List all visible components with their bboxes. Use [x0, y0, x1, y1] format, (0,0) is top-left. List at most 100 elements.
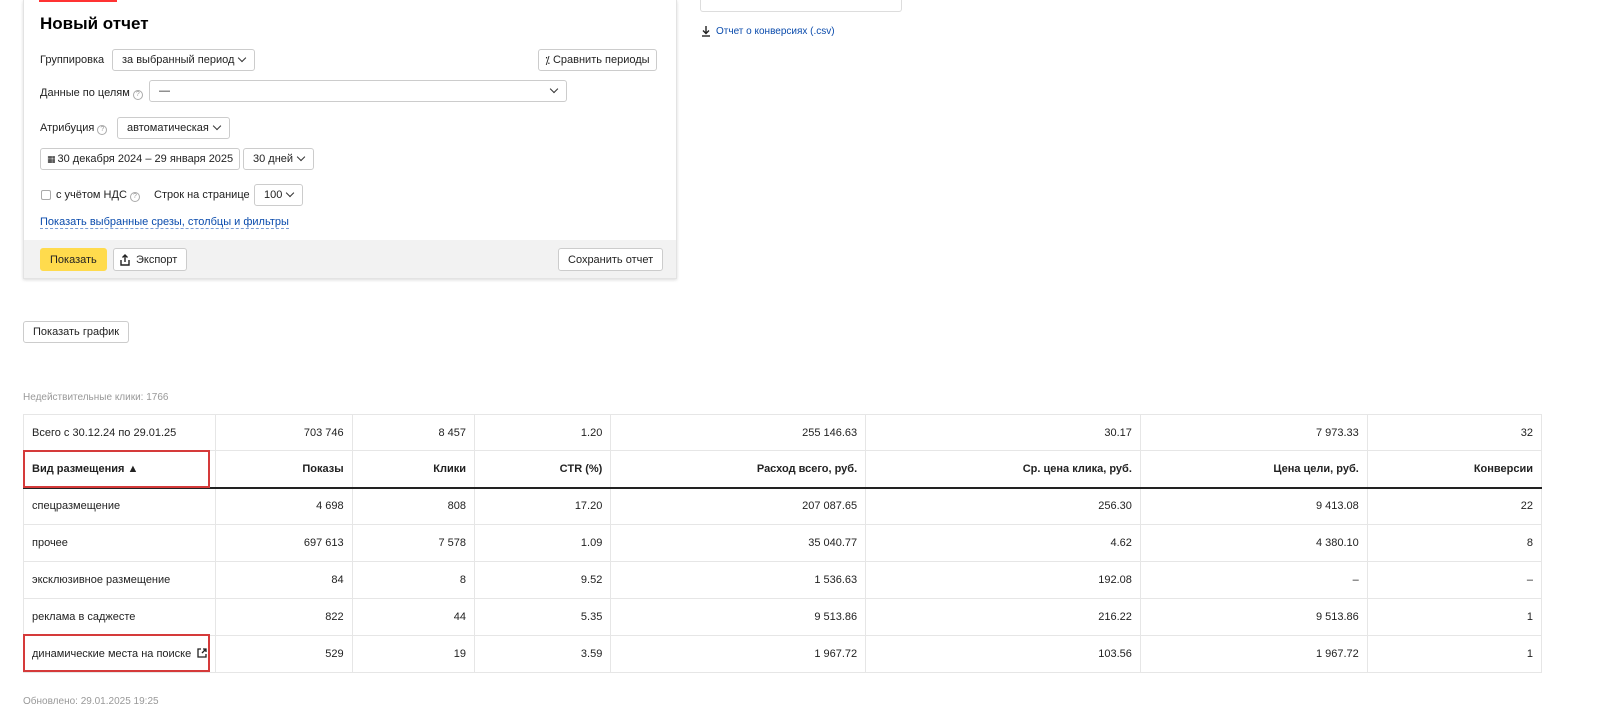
table-cell: –	[1366, 561, 1543, 599]
period-value: 30 дней	[253, 153, 294, 165]
attribution-select[interactable]: автоматическая	[117, 117, 230, 139]
show-button[interactable]: Показать	[40, 248, 107, 271]
chevron-down-icon	[296, 152, 306, 162]
chevron-down-icon	[212, 121, 222, 131]
compare-periods-label: Сравнить периоды	[552, 54, 650, 66]
table-cell: –	[1139, 561, 1368, 599]
period-select[interactable]: 30 дней	[243, 148, 315, 170]
table-cell: 9 513.86	[1139, 598, 1368, 636]
table-cell: спецразмещение	[22, 487, 217, 525]
compare-periods-button[interactable]: ⁒ Сравнить периоды	[538, 49, 657, 71]
column-header-avg-cpc[interactable]: Ср. цена клика, руб.	[865, 450, 1141, 489]
help-icon[interactable]: ?	[132, 90, 143, 100]
table-cell: 192.08	[865, 561, 1141, 599]
table-cell: 9 413.08	[1139, 487, 1368, 525]
report-table: Всего с 30.12.24 по 29.01.25 703 746 8 4…	[22, 414, 1543, 673]
csv-link-label: Отчет о конверсиях (.csv)	[716, 26, 835, 37]
report-settings-panel: Новый отчет Группировка за выбранный пер…	[23, 0, 677, 279]
table-cell: 4.62	[865, 524, 1141, 562]
vat-checkbox[interactable]	[41, 190, 51, 200]
table-cell: 4 698	[215, 487, 353, 525]
show-selected-link[interactable]: Показать выбранные срезы, столбцы и филь…	[40, 216, 289, 229]
total-cell: 703 746	[215, 414, 353, 451]
table-cell: 5.35	[473, 598, 612, 636]
table-cell: реклама в саджесте	[22, 598, 217, 636]
vat-label-text: с учётом НДС	[56, 189, 127, 201]
export-icon	[120, 253, 130, 266]
updated-timestamp: Обновлено: 29.01.2025 19:25	[23, 696, 159, 707]
panel-accent-line	[39, 0, 117, 2]
table-row: прочее 697 613 7 578 1.09 35 040.77 4.62…	[22, 524, 1543, 562]
column-header-clicks[interactable]: Клики	[351, 450, 476, 489]
table-cell: 1 536.63	[610, 561, 867, 599]
table-row: динамические места на поиске 529 19 3.59…	[22, 635, 1543, 673]
total-cell: Всего с 30.12.24 по 29.01.25	[22, 414, 217, 451]
rows-per-page-select[interactable]: 100	[254, 184, 304, 206]
table-cell: 35 040.77	[610, 524, 867, 562]
export-button[interactable]: Экспорт	[113, 248, 188, 271]
table-cell: 822	[215, 598, 353, 636]
table-cell: 256.30	[865, 487, 1141, 525]
table-cell: 207 087.65	[610, 487, 867, 525]
total-cell: 7 973.33	[1139, 414, 1368, 451]
table-cell: 529	[215, 635, 353, 673]
help-icon[interactable]: ?	[129, 192, 140, 202]
vat-label: с учётом НДС?	[56, 189, 140, 202]
chevron-down-icon	[549, 84, 559, 94]
date-range-value: 30 декабря 2024 – 29 января 2025	[57, 153, 234, 165]
table-cell: прочее	[22, 524, 217, 562]
rows-per-page-value: 100	[264, 189, 283, 201]
table-cell: 4 380.10	[1139, 524, 1368, 562]
goals-select[interactable]: —	[149, 80, 567, 102]
grouping-label: Группировка	[40, 54, 105, 66]
export-label: Экспорт	[136, 253, 178, 266]
chevron-down-icon	[286, 188, 295, 198]
table-cell: 8	[1366, 524, 1543, 562]
panel-footer: Показать Экспорт Сохранить отчет	[24, 240, 676, 278]
table-cell-text: динамические места на поиске	[32, 648, 192, 660]
table-cell: 1.09	[473, 524, 612, 562]
attribution-label-text: Атрибуция	[40, 122, 95, 134]
attribution-label: Атрибуция?	[40, 122, 108, 135]
csv-report-link[interactable]: Отчет о конверсиях (.csv)	[701, 26, 835, 37]
table-cell: 808	[351, 487, 476, 525]
table-total-row: Всего с 30.12.24 по 29.01.25 703 746 8 4…	[22, 414, 1543, 451]
show-chart-button[interactable]: Показать график	[23, 321, 130, 343]
table-cell: 103.56	[865, 635, 1141, 673]
table-cell: 216.22	[865, 598, 1141, 636]
column-header-spend[interactable]: Расход всего, руб.	[610, 450, 867, 489]
goals-label-text: Данные по целям	[40, 87, 130, 99]
goals-label: Данные по целям?	[40, 87, 143, 100]
page-title: Новый отчет	[40, 14, 149, 33]
table-row: спецразмещение 4 698 808 17.20 207 087.6…	[22, 487, 1543, 525]
help-icon[interactable]: ?	[97, 125, 108, 135]
table-cell: 1	[1366, 598, 1543, 636]
total-cell: 1.20	[473, 414, 612, 451]
table-cell: 7 578	[351, 524, 476, 562]
save-report-button[interactable]: Сохранить отчет	[558, 248, 664, 271]
chevron-down-icon	[238, 53, 247, 63]
grouping-value: за выбранный период	[122, 54, 235, 66]
table-cell: 1 967.72	[610, 635, 867, 673]
external-link-icon[interactable]	[197, 648, 207, 658]
rows-per-page-label: Строк на странице	[154, 189, 250, 201]
column-header-conversions[interactable]: Конверсии	[1366, 450, 1543, 489]
table-row: эксклюзивное размещение 84 8 9.52 1 536.…	[22, 561, 1543, 599]
column-header-goal-cost[interactable]: Цена цели, руб.	[1139, 450, 1368, 489]
download-icon	[702, 26, 710, 37]
goals-value: —	[159, 85, 170, 97]
table-header-row: Вид размещения ▲ Показы Клики CTR (%) Ра…	[22, 450, 1543, 489]
column-header-ctr[interactable]: CTR (%)	[473, 450, 612, 489]
table-cell: динамические места на поиске	[22, 635, 217, 673]
total-cell: 32	[1366, 414, 1543, 451]
date-range-picker[interactable]: ▦ 30 декабря 2024 – 29 января 2025	[40, 148, 241, 170]
total-cell: 255 146.63	[610, 414, 867, 451]
invalid-clicks-note: Недействительные клики: 1766	[23, 392, 169, 403]
table-cell: 8	[351, 561, 476, 599]
top-right-field[interactable]	[700, 0, 902, 12]
table-row: реклама в саджесте 822 44 5.35 9 513.86 …	[22, 598, 1543, 636]
grouping-select[interactable]: за выбранный период	[112, 49, 256, 71]
column-header-placement[interactable]: Вид размещения ▲	[22, 450, 217, 489]
total-cell: 30.17	[865, 414, 1141, 451]
column-header-impressions[interactable]: Показы	[215, 450, 353, 489]
